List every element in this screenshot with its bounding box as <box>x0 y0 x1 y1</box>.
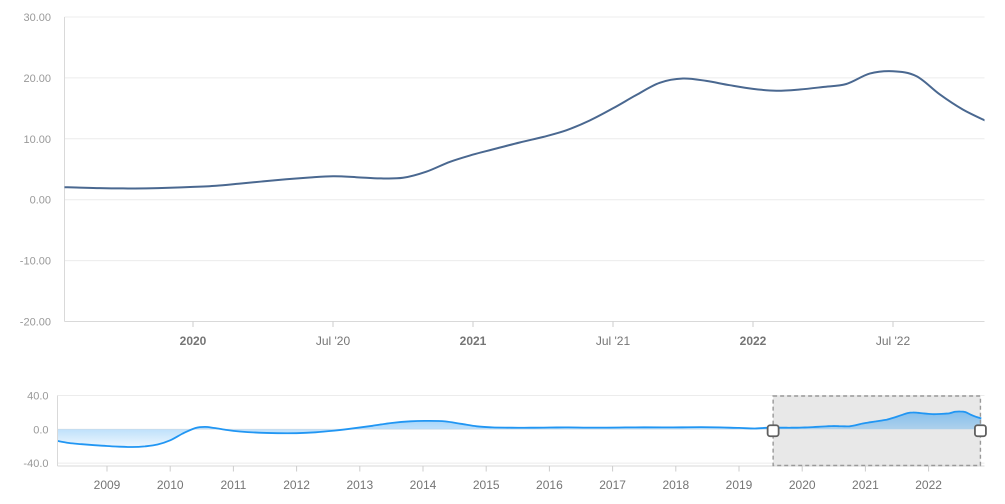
navigator-line-series <box>57 410 982 448</box>
nav-x-tick-label: 2015 <box>473 478 500 492</box>
nav-x-tick-label: 2016 <box>536 478 563 492</box>
nav-x-tick-label: 2018 <box>662 478 689 492</box>
nav-y-tick-label: 40.0 <box>27 391 48 403</box>
nav-y-tick-label: -40.0 <box>23 458 48 470</box>
main-x-tick-label: Jul '20 <box>316 334 351 348</box>
main-x-tick-label: Jul '22 <box>876 334 911 348</box>
navigator-handle-right[interactable] <box>974 424 987 438</box>
nav-x-tick-label: 2021 <box>852 478 879 492</box>
nav-x-tick-label: 2017 <box>599 478 626 492</box>
nav-x-tick-label: 2011 <box>220 478 246 492</box>
navigator-area-series <box>57 411 982 448</box>
nav-x-tick-label: 2009 <box>94 478 121 492</box>
navigator-x-axis-labels: 2009 2010 2011 2012 2013 2014 2015 2016 2017 2018… <box>94 478 943 492</box>
nav-x-tick-label: 2014 <box>410 478 437 492</box>
main-x-tick-label: 2020 <box>180 334 207 348</box>
main-x-tick-label: Jul '21 <box>596 334 631 348</box>
nav-x-tick-label: 2013 <box>346 478 373 492</box>
main-y-tick-label: -20.00 <box>20 317 51 329</box>
navigator-handle-left[interactable] <box>766 424 780 438</box>
main-y-tick-label: -10.00 <box>20 256 51 268</box>
navigator-y-axis-labels: 40.0 0.0 -40.0 <box>23 391 48 471</box>
main-chart-gridlines <box>64 16 985 322</box>
nav-x-tick-label: 2020 <box>789 478 816 492</box>
main-y-tick-label: 20.00 <box>23 73 51 85</box>
main-x-tick-label: 2021 <box>460 334 487 348</box>
nav-x-tick-label: 2019 <box>726 478 753 492</box>
navigator: 40.0 0.0 -40.0 2009 2010 2011 2012 2013 2014 201… <box>23 391 987 492</box>
main-chart-y-axis-labels: 30.00 20.00 10.00 0.00 -10.00 -20.00 <box>20 12 51 329</box>
main-chart-axes <box>64 17 985 327</box>
nav-x-tick-label: 2010 <box>157 478 184 492</box>
nav-x-tick-label: 2022 <box>915 478 942 492</box>
main-y-tick-label: 0.00 <box>30 195 51 207</box>
main-line-series <box>64 70 985 190</box>
nav-y-tick-label: 0.0 <box>33 424 48 436</box>
main-x-tick-label: 2022 <box>740 334 767 348</box>
main-y-tick-label: 10.00 <box>23 134 51 146</box>
navigator-selected-range-background[interactable] <box>773 396 981 466</box>
nav-x-tick-label: 2012 <box>283 478 310 492</box>
main-y-tick-label: 30.00 <box>23 12 51 24</box>
main-chart-x-axis-labels: 2020 Jul '20 2021 Jul '21 2022 Jul '22 <box>180 334 911 348</box>
